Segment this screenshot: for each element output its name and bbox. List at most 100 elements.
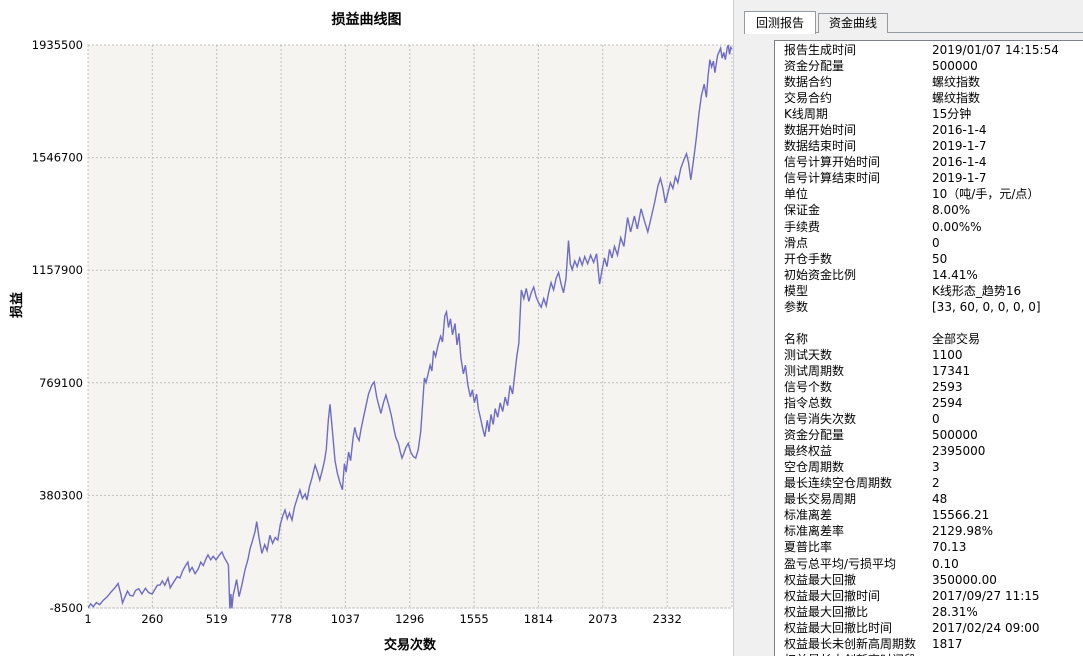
backtest-report-page: 报告生成时间 2019/01/07 14:15:54 资金分配量 500000 数据合约… <box>744 32 1083 656</box>
report-row-label: 夏普比率 <box>784 540 833 555</box>
report-row-value: 50 <box>932 251 948 266</box>
report-row-label: 最终权益 <box>784 444 833 459</box>
report-row-value: 螺纹指数 <box>932 75 981 90</box>
report-row-label: 信号消失次数 <box>784 412 857 427</box>
report-row-value: 10（吨/手，元/点） <box>932 187 1040 202</box>
report-row: 测试天数 1100 <box>784 348 1083 364</box>
report-row-value: 2 <box>932 476 940 491</box>
x-tick-label: 1296 <box>395 612 424 626</box>
report-row: 数据开始时间 2016-1-4 <box>784 123 1083 139</box>
tab-equity-curve[interactable]: 资金曲线 <box>818 13 889 33</box>
report-row-label: 权益最大回撤时间 <box>784 588 881 603</box>
report-row-value: 0.00%% <box>932 219 982 234</box>
report-row: 数据结束时间 2019-1-7 <box>784 139 1083 155</box>
x-tick-label: 778 <box>270 612 292 626</box>
report-row: 最长交易周期 48 <box>784 492 1083 508</box>
y-tick-label: -8500 <box>50 601 83 615</box>
report-row-value: 500000 <box>932 59 978 74</box>
report-row-value: 15分钟 <box>932 107 972 122</box>
report-row: 最终权益 2395000 <box>784 444 1083 460</box>
report-row: 保证金 8.00% <box>784 203 1083 219</box>
report-row-value: 48 <box>932 492 948 507</box>
plot-border <box>87 44 733 609</box>
report-row-value: 螺纹指数 <box>932 91 981 106</box>
report-row-value: 17341 <box>932 363 971 378</box>
report-row-label: 权益最大回撤比 <box>784 604 869 619</box>
report-row: 最长连续空仓周期数 2 <box>784 476 1083 492</box>
report-row-label: 最长交易周期 <box>784 492 857 507</box>
report-row: 信号个数 2593 <box>784 380 1083 396</box>
report-row-value: 500000 <box>932 428 978 443</box>
report-row-label: 盈亏总平均/亏损平均 <box>784 556 897 571</box>
y-tick-label: 769100 <box>39 376 83 390</box>
report-row-label: 初始资金比例 <box>784 267 857 282</box>
x-tick-label: 1 <box>84 612 91 626</box>
report-row-value: 15566.21 <box>932 508 990 523</box>
y-tick-label: 1935500 <box>32 38 83 52</box>
report-row: 报告生成时间 2019/01/07 14:15:54 <box>784 43 1083 59</box>
report-row-label: 测试周期数 <box>784 363 845 378</box>
panel-splitter[interactable] <box>733 0 745 656</box>
report-row: 盈亏总平均/亏损平均 0.10 <box>784 557 1083 573</box>
report-row: 测试周期数 17341 <box>784 364 1083 380</box>
report-row-value: 28.31% <box>932 604 978 619</box>
report-row-label: 资金分配量 <box>784 59 845 74</box>
report-row-label: 保证金 <box>784 203 821 218</box>
x-axis-title: 交易次数 <box>383 638 436 653</box>
report-row-label: 名称 <box>784 331 809 346</box>
x-tick-label: 2073 <box>588 612 617 626</box>
report-row-label: 资金分配量 <box>784 428 845 443</box>
report-row-value: [33, 60, 0, 0, 0, 0] <box>932 299 1041 314</box>
report-row-label: 信号个数 <box>784 379 833 394</box>
report-row-value: 1100 <box>932 347 963 362</box>
report-row-label: 最长连续空仓周期数 <box>784 476 893 491</box>
tab-backtest-report[interactable]: 回测报告 <box>744 11 817 34</box>
report-row-value: 350000.00 <box>932 572 997 587</box>
report-row-label: 标准离差 <box>784 508 833 523</box>
x-tick-label: 1555 <box>459 612 488 626</box>
report-row-value: 2016-1-4 <box>932 155 987 170</box>
report-row-label: 标准离差率 <box>784 524 845 539</box>
report-row: 权益最长未创新高周期数 1817 <box>784 637 1083 653</box>
report-row-label: 权益最长未创新高周期数 <box>784 636 917 651</box>
y-tick-label: 380300 <box>39 488 83 502</box>
report-row-label: 权益最大回撤 <box>784 572 857 587</box>
report-row <box>784 316 1083 332</box>
report-row: 开仓手数 50 <box>784 252 1083 268</box>
report-row: 信号计算开始时间 2016-1-4 <box>784 155 1083 171</box>
report-row-value: 14.41% <box>932 267 978 282</box>
report-row: 权益最大回撤 350000.00 <box>784 573 1083 589</box>
report-row-label: 空仓周期数 <box>784 460 845 475</box>
report-row: 信号消失次数 0 <box>784 412 1083 428</box>
report-row-value: 2017/09/27 11:15 <box>932 588 1040 603</box>
report-row-value: 3 <box>932 460 940 475</box>
report-panel: 回测报告 资金曲线 报告生成时间 2019/01/07 14:15:54 资金分配量… <box>744 0 1083 656</box>
report-row-label: 权益最大回撤比时间 <box>784 620 893 635</box>
report-row: 名称 全部交易 <box>784 332 1083 348</box>
x-tick-label: 260 <box>141 612 163 626</box>
report-row-label: K线周期 <box>784 107 828 122</box>
report-row-label: 报告生成时间 <box>784 43 857 57</box>
report-row: 单位 10（吨/手，元/点） <box>784 187 1083 203</box>
report-row: 滑点 0 <box>784 236 1083 252</box>
report-row: 夏普比率 70.13 <box>784 540 1083 556</box>
report-row-label: 数据结束时间 <box>784 139 857 154</box>
report-row: 参数 [33, 60, 0, 0, 0, 0] <box>784 300 1083 316</box>
report-row: 交易合约 螺纹指数 <box>784 91 1083 107</box>
x-tick-label: 2332 <box>653 612 682 626</box>
report-list[interactable]: 报告生成时间 2019/01/07 14:15:54 资金分配量 500000 数据合约… <box>774 40 1083 656</box>
report-row-label: 权益最长未创新高时间段 <box>784 653 932 656</box>
report-row: 手续费 0.00%% <box>784 220 1083 236</box>
report-row-label: 模型 <box>784 283 809 298</box>
report-row-value: 1817 <box>932 636 963 651</box>
report-row-value: 0 <box>932 412 940 427</box>
report-row-label: 手续费 <box>784 219 821 234</box>
report-row: 资金分配量 500000 <box>784 428 1083 444</box>
report-row-label: 开仓手数 <box>784 251 833 266</box>
report-row-label: 指令总数 <box>784 396 833 411</box>
report-row-label: 数据合约 <box>784 75 833 90</box>
x-tick-label: 1814 <box>524 612 553 626</box>
y-tick-label: 1157900 <box>32 263 83 277</box>
report-row-label: 单位 <box>784 187 809 202</box>
